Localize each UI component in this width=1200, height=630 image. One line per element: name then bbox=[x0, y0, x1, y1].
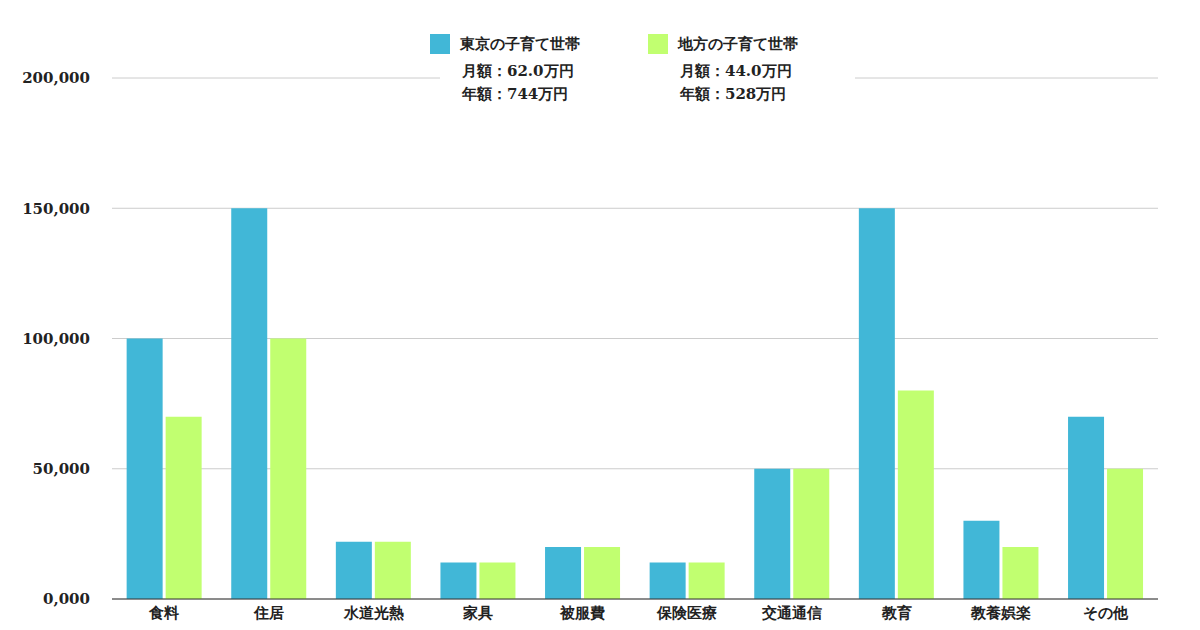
svg-text:交通通信: 交通通信 bbox=[761, 604, 822, 622]
svg-text:水道光熱: 水道光熱 bbox=[343, 604, 404, 622]
svg-text:家具: 家具 bbox=[462, 604, 493, 622]
svg-text:100,000: 100,000 bbox=[22, 330, 90, 348]
svg-text:150,000: 150,000 bbox=[22, 200, 90, 218]
html-text:月額：44.0万円: 月額：44.0万円 bbox=[680, 62, 792, 80]
svg-text:50,000: 50,000 bbox=[33, 460, 90, 478]
html-text:東京の子育て世帯: 東京の子育て世帯 bbox=[460, 34, 580, 53]
html-text:年額：744万円: 年額：744万円 bbox=[462, 85, 569, 103]
svg-text:教養娯楽: 教養娯楽 bbox=[970, 604, 1031, 622]
svg-text:教育: 教育 bbox=[881, 604, 912, 622]
svg-text:その他: その他 bbox=[1083, 604, 1129, 622]
svg-text:食料: 食料 bbox=[148, 604, 179, 622]
svg-text:保険医療: 保険医療 bbox=[656, 604, 717, 622]
svg-text:200,000: 200,000 bbox=[22, 69, 90, 87]
html-text:年額：528万円: 年額：528万円 bbox=[680, 85, 787, 103]
html-text:月額：62.0万円: 月額：62.0万円 bbox=[462, 62, 574, 80]
html-text:地方の子育て世帯: 地方の子育て世帯 bbox=[678, 34, 798, 53]
svg-text:0,000: 0,000 bbox=[43, 590, 90, 608]
svg-text:住居: 住居 bbox=[253, 604, 284, 622]
svg-text:被服費: 被服費 bbox=[559, 604, 605, 622]
